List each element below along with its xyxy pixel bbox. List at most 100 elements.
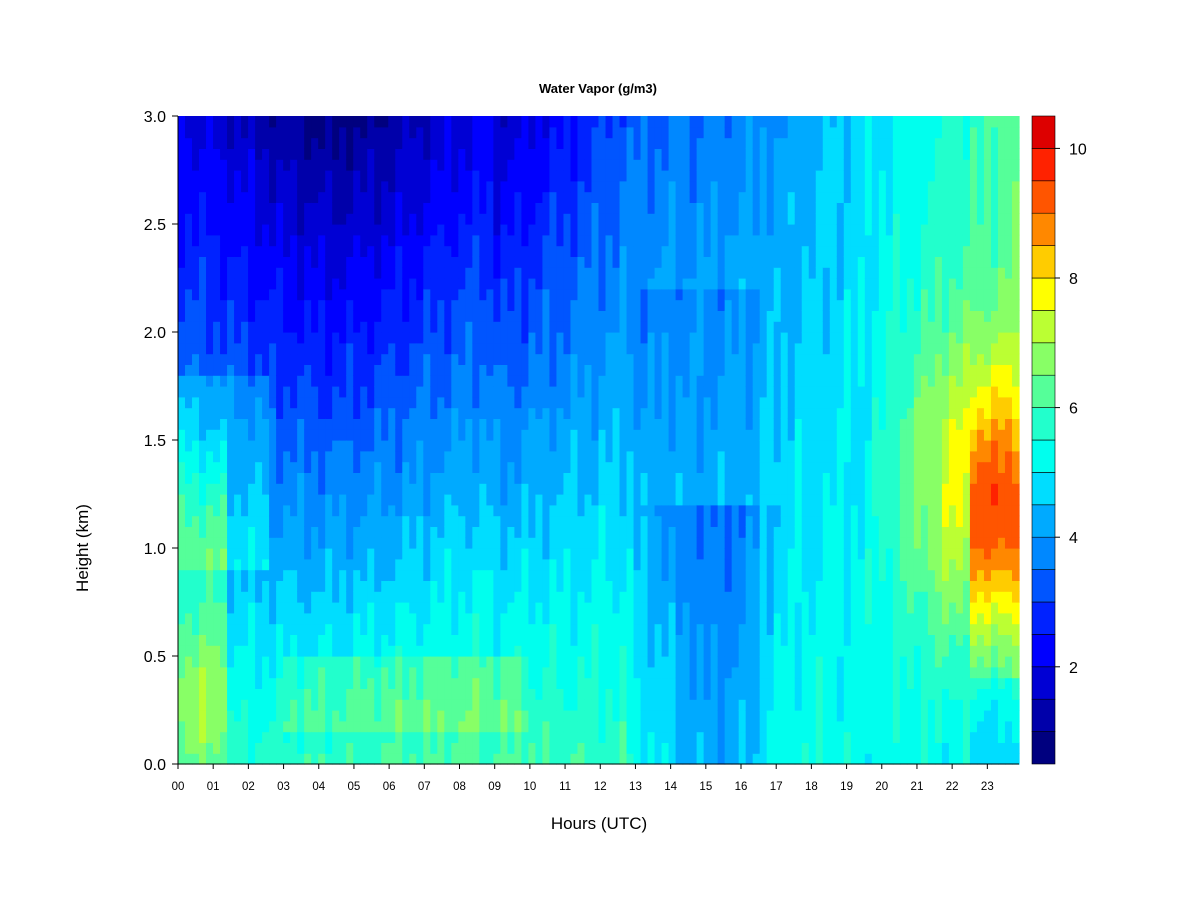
- heatmap-cell: [395, 677, 403, 689]
- heatmap-cell: [395, 656, 403, 668]
- heatmap-cell: [248, 256, 256, 268]
- heatmap-cell: [325, 202, 333, 214]
- heatmap-cell: [381, 278, 389, 290]
- heatmap-cell: [514, 342, 523, 355]
- heatmap-cell: [353, 602, 361, 614]
- heatmap-cell: [535, 494, 544, 506]
- heatmap-cell: [325, 148, 333, 160]
- heatmap-cell: [465, 332, 473, 344]
- heatmap-cell: [367, 364, 375, 376]
- heatmap-cell: [409, 256, 417, 268]
- heatmap-cell: [353, 310, 361, 322]
- heatmap-cell: [353, 699, 361, 711]
- heatmap-cell: [710, 580, 719, 592]
- heatmap-cell: [486, 483, 494, 495]
- heatmap-cell: [752, 245, 761, 257]
- heatmap-cell: [311, 213, 319, 225]
- heatmap-cell: [311, 720, 319, 733]
- heatmap-cell: [696, 699, 705, 711]
- heatmap-cell: [290, 267, 298, 279]
- heatmap-cell: [556, 278, 565, 290]
- heatmap-cell: [654, 353, 663, 365]
- heatmap-cell: [451, 699, 459, 711]
- heatmap-cell: [745, 526, 754, 538]
- heatmap-cell: [311, 224, 319, 236]
- heatmap-cell: [241, 375, 249, 387]
- heatmap-cell: [276, 623, 284, 635]
- heatmap-cell: [318, 742, 326, 754]
- heatmap-cell: [374, 537, 382, 549]
- heatmap-cell: [227, 699, 235, 711]
- heatmap-cell: [619, 537, 628, 549]
- heatmap-cell: [682, 440, 691, 452]
- heatmap-cell: [668, 202, 677, 214]
- heatmap-cell: [227, 580, 235, 592]
- heatmap-cell: [724, 699, 733, 711]
- heatmap-cell: [563, 731, 572, 743]
- heatmap-cell: [528, 288, 537, 301]
- heatmap-cell: [353, 612, 361, 625]
- heatmap-cell: [325, 137, 333, 149]
- heatmap-cell: [423, 515, 431, 527]
- heatmap-cell: [514, 159, 523, 171]
- heatmap-cell: [626, 753, 635, 765]
- heatmap-cell: [633, 537, 642, 549]
- heatmap-cell: [703, 515, 712, 527]
- heatmap-cell: [248, 148, 256, 160]
- heatmap-cell: [416, 364, 424, 376]
- heatmap-cell: [689, 720, 698, 733]
- heatmap-cell: [388, 299, 396, 311]
- heatmap-cell: [675, 191, 684, 203]
- heatmap-cell: [192, 137, 200, 149]
- heatmap-cell: [332, 472, 340, 484]
- heatmap-cell: [178, 580, 186, 592]
- heatmap-cell: [220, 450, 228, 463]
- heatmap-cell: [528, 591, 537, 603]
- heatmap-cell: [507, 342, 515, 355]
- heatmap-cell: [339, 504, 347, 517]
- heatmap-cell: [248, 245, 256, 257]
- heatmap-cell: [458, 580, 466, 592]
- heatmap-cell: [325, 116, 333, 128]
- heatmap-cell: [724, 688, 733, 700]
- heatmap-cell: [444, 753, 452, 765]
- heatmap-cell: [521, 191, 530, 203]
- heatmap-cell: [668, 267, 677, 279]
- heatmap-cell: [640, 537, 649, 549]
- heatmap-cell: [654, 548, 663, 560]
- heatmap-cell: [563, 148, 572, 160]
- heatmap-cell: [255, 267, 263, 279]
- heatmap-cell: [227, 569, 235, 581]
- heatmap-cell: [297, 558, 305, 571]
- heatmap-cell: [192, 677, 200, 689]
- heatmap-cell: [731, 310, 740, 322]
- heatmap-cell: [724, 504, 733, 517]
- heatmap-cell: [423, 710, 431, 722]
- heatmap-cell: [430, 623, 438, 635]
- heatmap-cell: [703, 202, 712, 214]
- heatmap-cell: [458, 332, 466, 344]
- heatmap-cell: [276, 494, 284, 506]
- heatmap-cell: [535, 634, 544, 646]
- heatmap-cell: [248, 591, 256, 603]
- heatmap-cell: [472, 461, 480, 473]
- heatmap-cell: [388, 688, 396, 700]
- heatmap-cell: [731, 299, 740, 311]
- heatmap-cell: [675, 332, 684, 344]
- heatmap-cell: [682, 623, 691, 635]
- heatmap-cell: [234, 126, 242, 139]
- heatmap-cell: [689, 180, 698, 193]
- heatmap-cell: [549, 364, 558, 376]
- heatmap-cell: [472, 202, 480, 214]
- heatmap-cell: [227, 666, 235, 679]
- heatmap-cell: [689, 353, 698, 365]
- heatmap-cell: [255, 688, 263, 700]
- heatmap-cell: [472, 278, 480, 290]
- heatmap-cell: [500, 461, 508, 473]
- heatmap-cell: [682, 278, 691, 290]
- heatmap-cell: [339, 396, 347, 409]
- heatmap-cell: [570, 267, 579, 279]
- heatmap-cell: [248, 710, 256, 722]
- heatmap-cell: [640, 148, 649, 160]
- heatmap-cell: [430, 375, 438, 387]
